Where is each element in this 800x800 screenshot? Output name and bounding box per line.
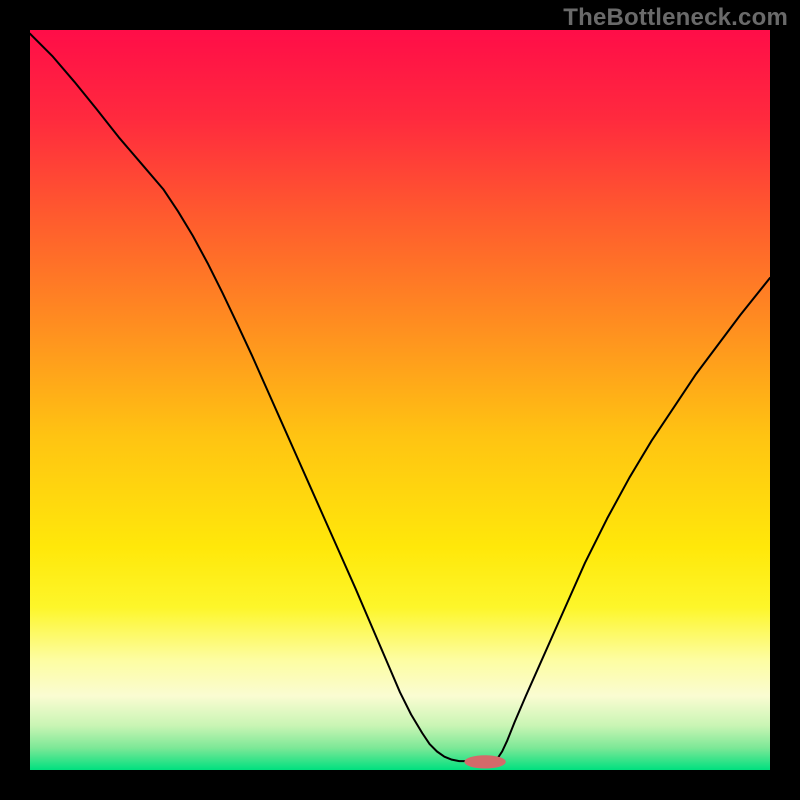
plot-area	[30, 30, 770, 770]
bottleneck-curve-chart	[30, 30, 770, 770]
chart-frame: TheBottleneck.com	[0, 0, 800, 800]
watermark-text: TheBottleneck.com	[563, 4, 788, 32]
chart-background	[30, 30, 770, 770]
optimal-point-marker	[464, 755, 505, 768]
